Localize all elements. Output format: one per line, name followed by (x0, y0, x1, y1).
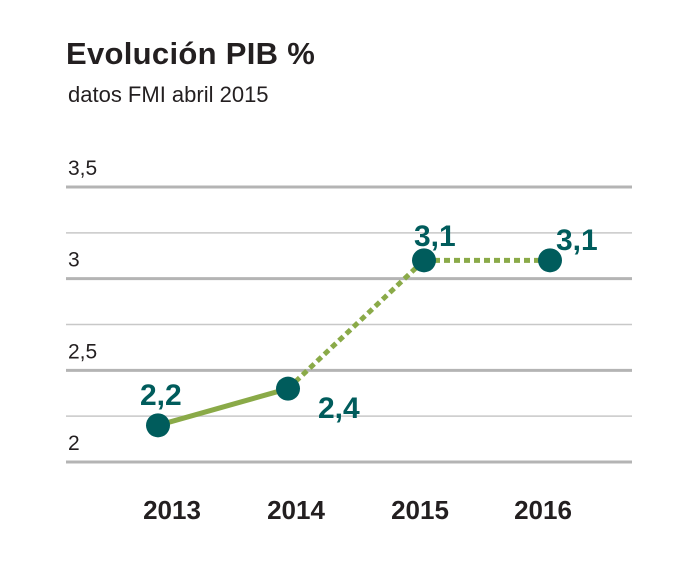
chart-subtitle: datos FMI abril 2015 (68, 82, 269, 107)
series-line (157, 257, 550, 428)
data-points (146, 248, 562, 438)
y-tick-label: 2,5 (68, 340, 97, 363)
line-segment (157, 386, 289, 428)
data-labels: 2,2 2,4 3,1 3,1 (140, 220, 598, 425)
data-point-marker (276, 376, 300, 401)
y-tick-label: 2 (68, 432, 80, 455)
x-tick-label: 2013 (143, 495, 201, 525)
chart-title: Evolución PIB % (66, 36, 316, 71)
data-point-marker (538, 248, 562, 273)
x-tick-label: 2014 (267, 495, 325, 525)
x-tick-label: 2016 (514, 495, 572, 525)
x-axis-ticks: 2013 2014 2015 2016 (143, 495, 572, 525)
y-tick-label: 3 (68, 249, 80, 272)
y-axis-ticks: 2 2,5 3 3,5 (68, 157, 97, 455)
data-label: 3,1 (556, 224, 598, 257)
data-label: 2,2 (140, 379, 182, 412)
line-segment (286, 258, 426, 391)
gridlines (66, 185, 632, 464)
data-label: 3,1 (414, 220, 456, 253)
y-tick-label: 3,5 (68, 157, 97, 180)
data-label: 2,4 (318, 392, 360, 425)
x-tick-label: 2015 (391, 495, 449, 525)
data-point-marker (412, 248, 436, 273)
data-point-marker (146, 413, 170, 438)
